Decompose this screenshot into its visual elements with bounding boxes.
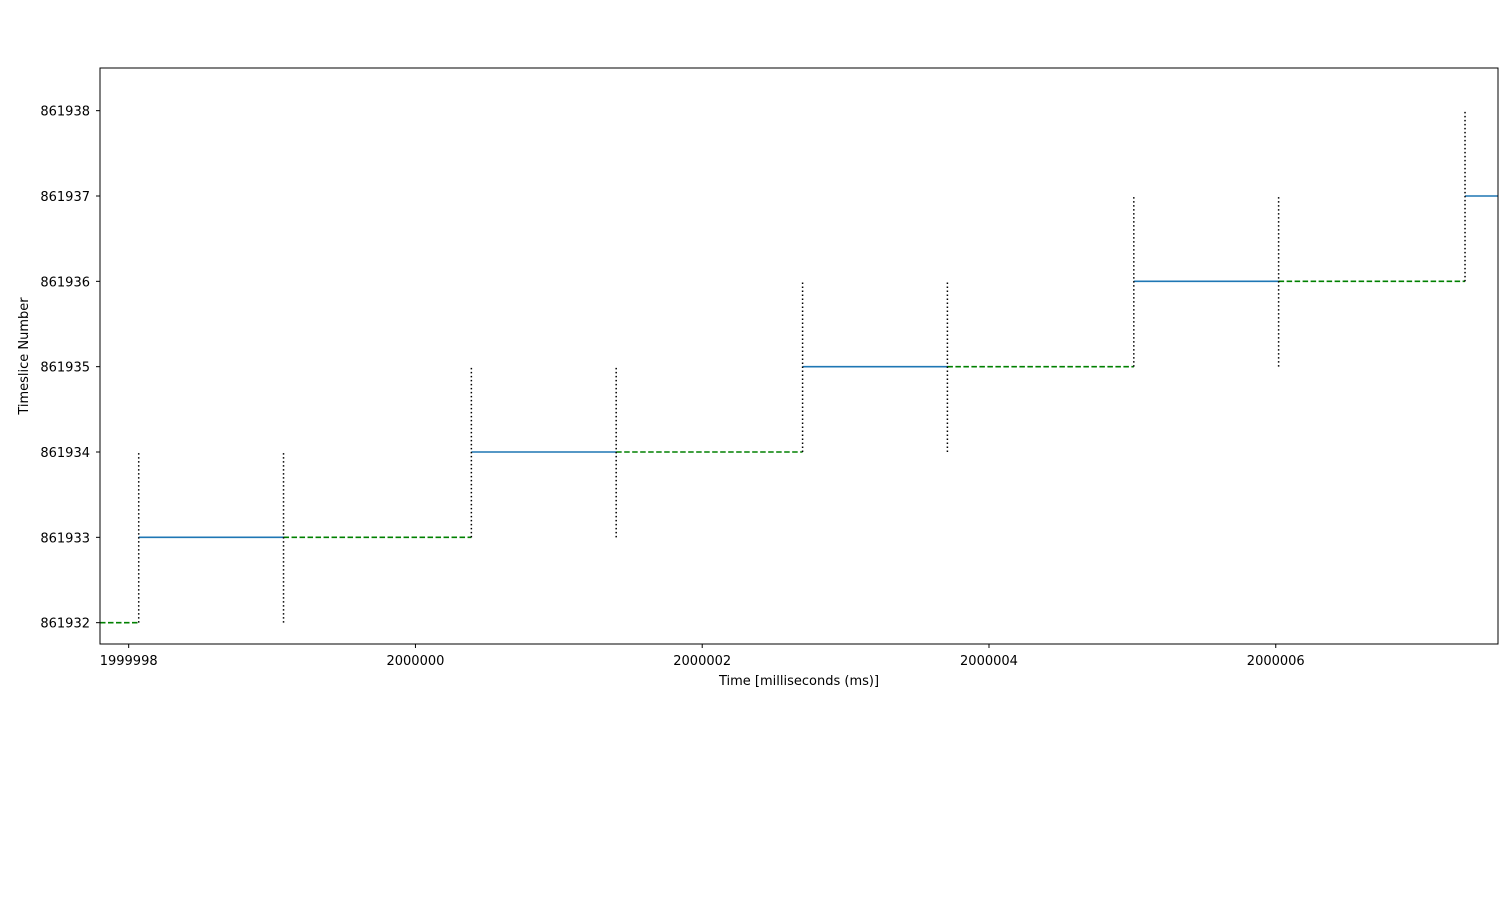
y-tick-label-4: 861936 — [40, 275, 90, 290]
axis-ticks: 1999998 2000000 2000002 2000004 2000006 86193… — [40, 105, 1304, 669]
x-tick-label-4: 2000006 — [1247, 654, 1305, 669]
plot-area — [100, 110, 1498, 624]
y-tick-label-6: 861938 — [40, 105, 90, 120]
y-tick-label-0: 861932 — [40, 617, 90, 632]
x-tick-label-0: 1999998 — [100, 654, 158, 669]
plot-frame — [99, 67, 1499, 645]
x-tick-label-3: 2000004 — [960, 654, 1018, 669]
y-axis-label: Timeslice Number — [17, 297, 32, 416]
y-tick-label-3: 861935 — [40, 361, 90, 376]
x-axis-label: Time [milliseconds (ms)] — [718, 674, 879, 689]
y-tick-label-1: 861933 — [40, 531, 90, 546]
y-tick-label-5: 861937 — [40, 190, 90, 205]
y-tick-label-2: 861934 — [40, 446, 90, 461]
x-tick-label-2: 2000002 — [673, 654, 731, 669]
x-tick-label-1: 2000000 — [386, 654, 444, 669]
